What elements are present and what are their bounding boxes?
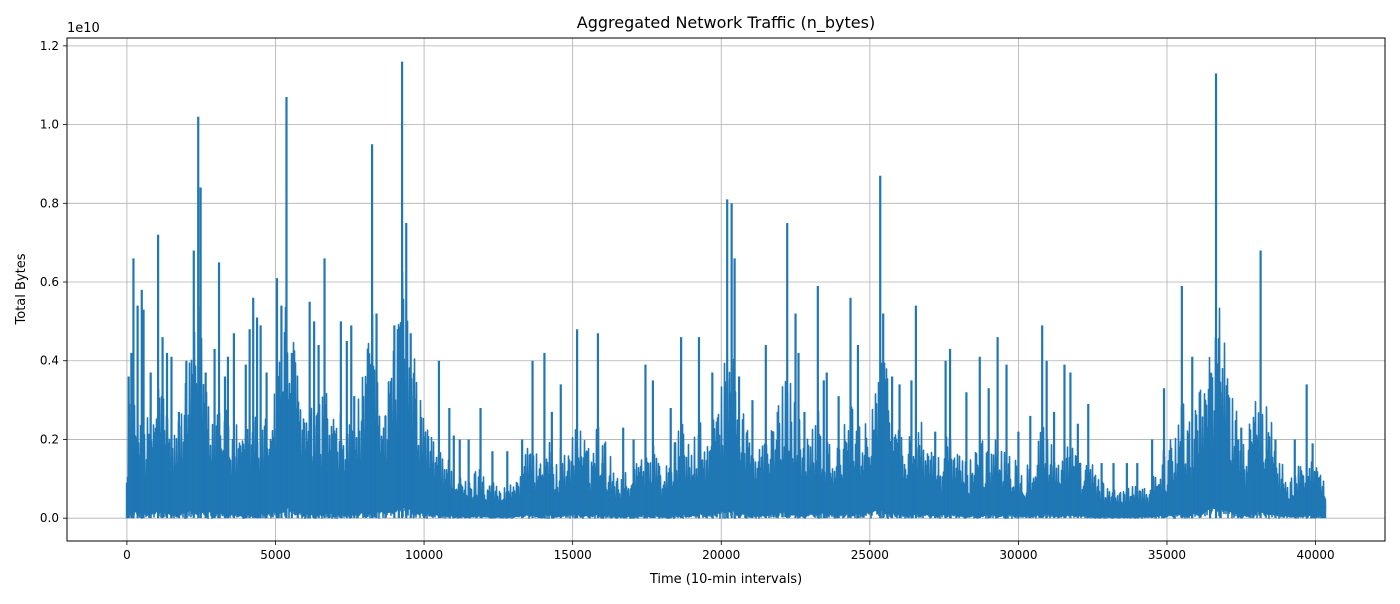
x-tick-label: 30000 [999, 548, 1037, 562]
x-tick-label: 35000 [1148, 548, 1186, 562]
x-tick-label: 0 [123, 548, 131, 562]
series-layer [125, 61, 1327, 519]
x-tick-label: 10000 [405, 548, 443, 562]
y-tick-label: 0.6 [40, 275, 59, 289]
plot-frame [66, 37, 1386, 542]
x-tick-label: 5000 [260, 548, 291, 562]
y-tick-label: 0.8 [40, 196, 59, 210]
x-axis-label: Time (10-min intervals) [649, 572, 802, 587]
y-tick-label: 1.0 [40, 118, 59, 132]
x-tick-label: 15000 [554, 548, 592, 562]
y-tick-label: 0.2 [40, 432, 59, 446]
x-tick-label: 25000 [851, 548, 889, 562]
y-tick-label: 0.4 [40, 354, 59, 368]
y-tick-label: 1.2 [40, 39, 59, 53]
y-axis-label: Total Bytes [14, 253, 29, 325]
axis-ticks: 0 5000 10000 15000 20000 25000 30000 35000 40000… [40, 39, 1335, 562]
chart-title: Aggregated Network Traffic (n_bytes) [577, 13, 875, 33]
y-tick-label: 0.0 [40, 511, 59, 525]
y-axis-offset-label: 1e10 [67, 21, 100, 36]
x-tick-label: 40000 [1296, 548, 1334, 562]
x-tick-label: 20000 [702, 548, 740, 562]
